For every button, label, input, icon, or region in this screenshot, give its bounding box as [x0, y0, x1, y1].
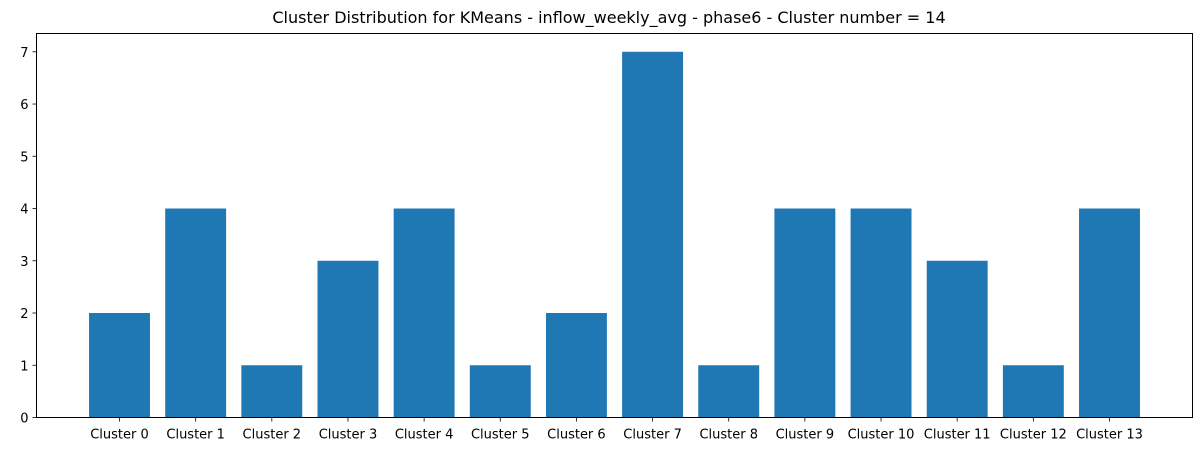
x-tick-label: Cluster 4: [395, 428, 454, 443]
bars-group: [89, 51, 1140, 418]
y-tick-label: 6: [20, 98, 28, 113]
x-tick-label: Cluster 12: [1000, 428, 1067, 443]
x-tick-label: Cluster 6: [547, 428, 606, 443]
x-tick-label: Cluster 0: [90, 428, 149, 443]
x-tick-label: Cluster 13: [1076, 428, 1143, 443]
bar-cluster-5: [469, 365, 531, 418]
bar-cluster-7: [622, 51, 684, 418]
chart-title: Cluster Distribution for KMeans - inflow…: [272, 8, 945, 28]
x-tick-label: Cluster 8: [699, 428, 758, 443]
bar-cluster-0: [89, 313, 150, 418]
y-tick-label: 2: [20, 307, 28, 322]
bar-cluster-4: [393, 208, 455, 418]
x-tick-label: Cluster 10: [848, 428, 915, 443]
bar-cluster-6: [545, 313, 607, 418]
y-axis: 0 1 2 3 4 5 6 7: [20, 46, 37, 427]
plot-frame: [36, 33, 1193, 418]
bar-cluster-12: [1002, 365, 1064, 418]
bar-cluster-11: [926, 260, 988, 418]
bar-cluster-9: [774, 208, 836, 418]
bar-cluster-8: [698, 365, 760, 418]
y-tick-label: 1: [20, 359, 28, 374]
bar-cluster-13: [1079, 208, 1140, 418]
x-tick-label: Cluster 7: [623, 428, 682, 443]
bar-cluster-1: [165, 208, 227, 418]
y-tick-label: 5: [20, 150, 28, 165]
y-tick-label: 3: [20, 255, 28, 270]
x-tick-label: Cluster 5: [471, 428, 530, 443]
y-tick-label: 0: [20, 412, 28, 427]
x-tick-label: Cluster 9: [776, 428, 835, 443]
bar-cluster-3: [317, 260, 379, 418]
bar-cluster-10: [850, 208, 912, 418]
x-tick-label: Cluster 2: [243, 428, 302, 443]
bar-cluster-2: [241, 365, 303, 418]
x-tick-label: Cluster 11: [924, 428, 991, 443]
y-tick-label: 7: [20, 46, 28, 61]
x-tick-label: Cluster 1: [166, 428, 225, 443]
x-tick-label: Cluster 3: [319, 428, 378, 443]
x-axis: Cluster 0 Cluster 1 Cluster 2 Cluster 3 Clus…: [90, 417, 1143, 443]
y-tick-label: 4: [20, 203, 28, 218]
